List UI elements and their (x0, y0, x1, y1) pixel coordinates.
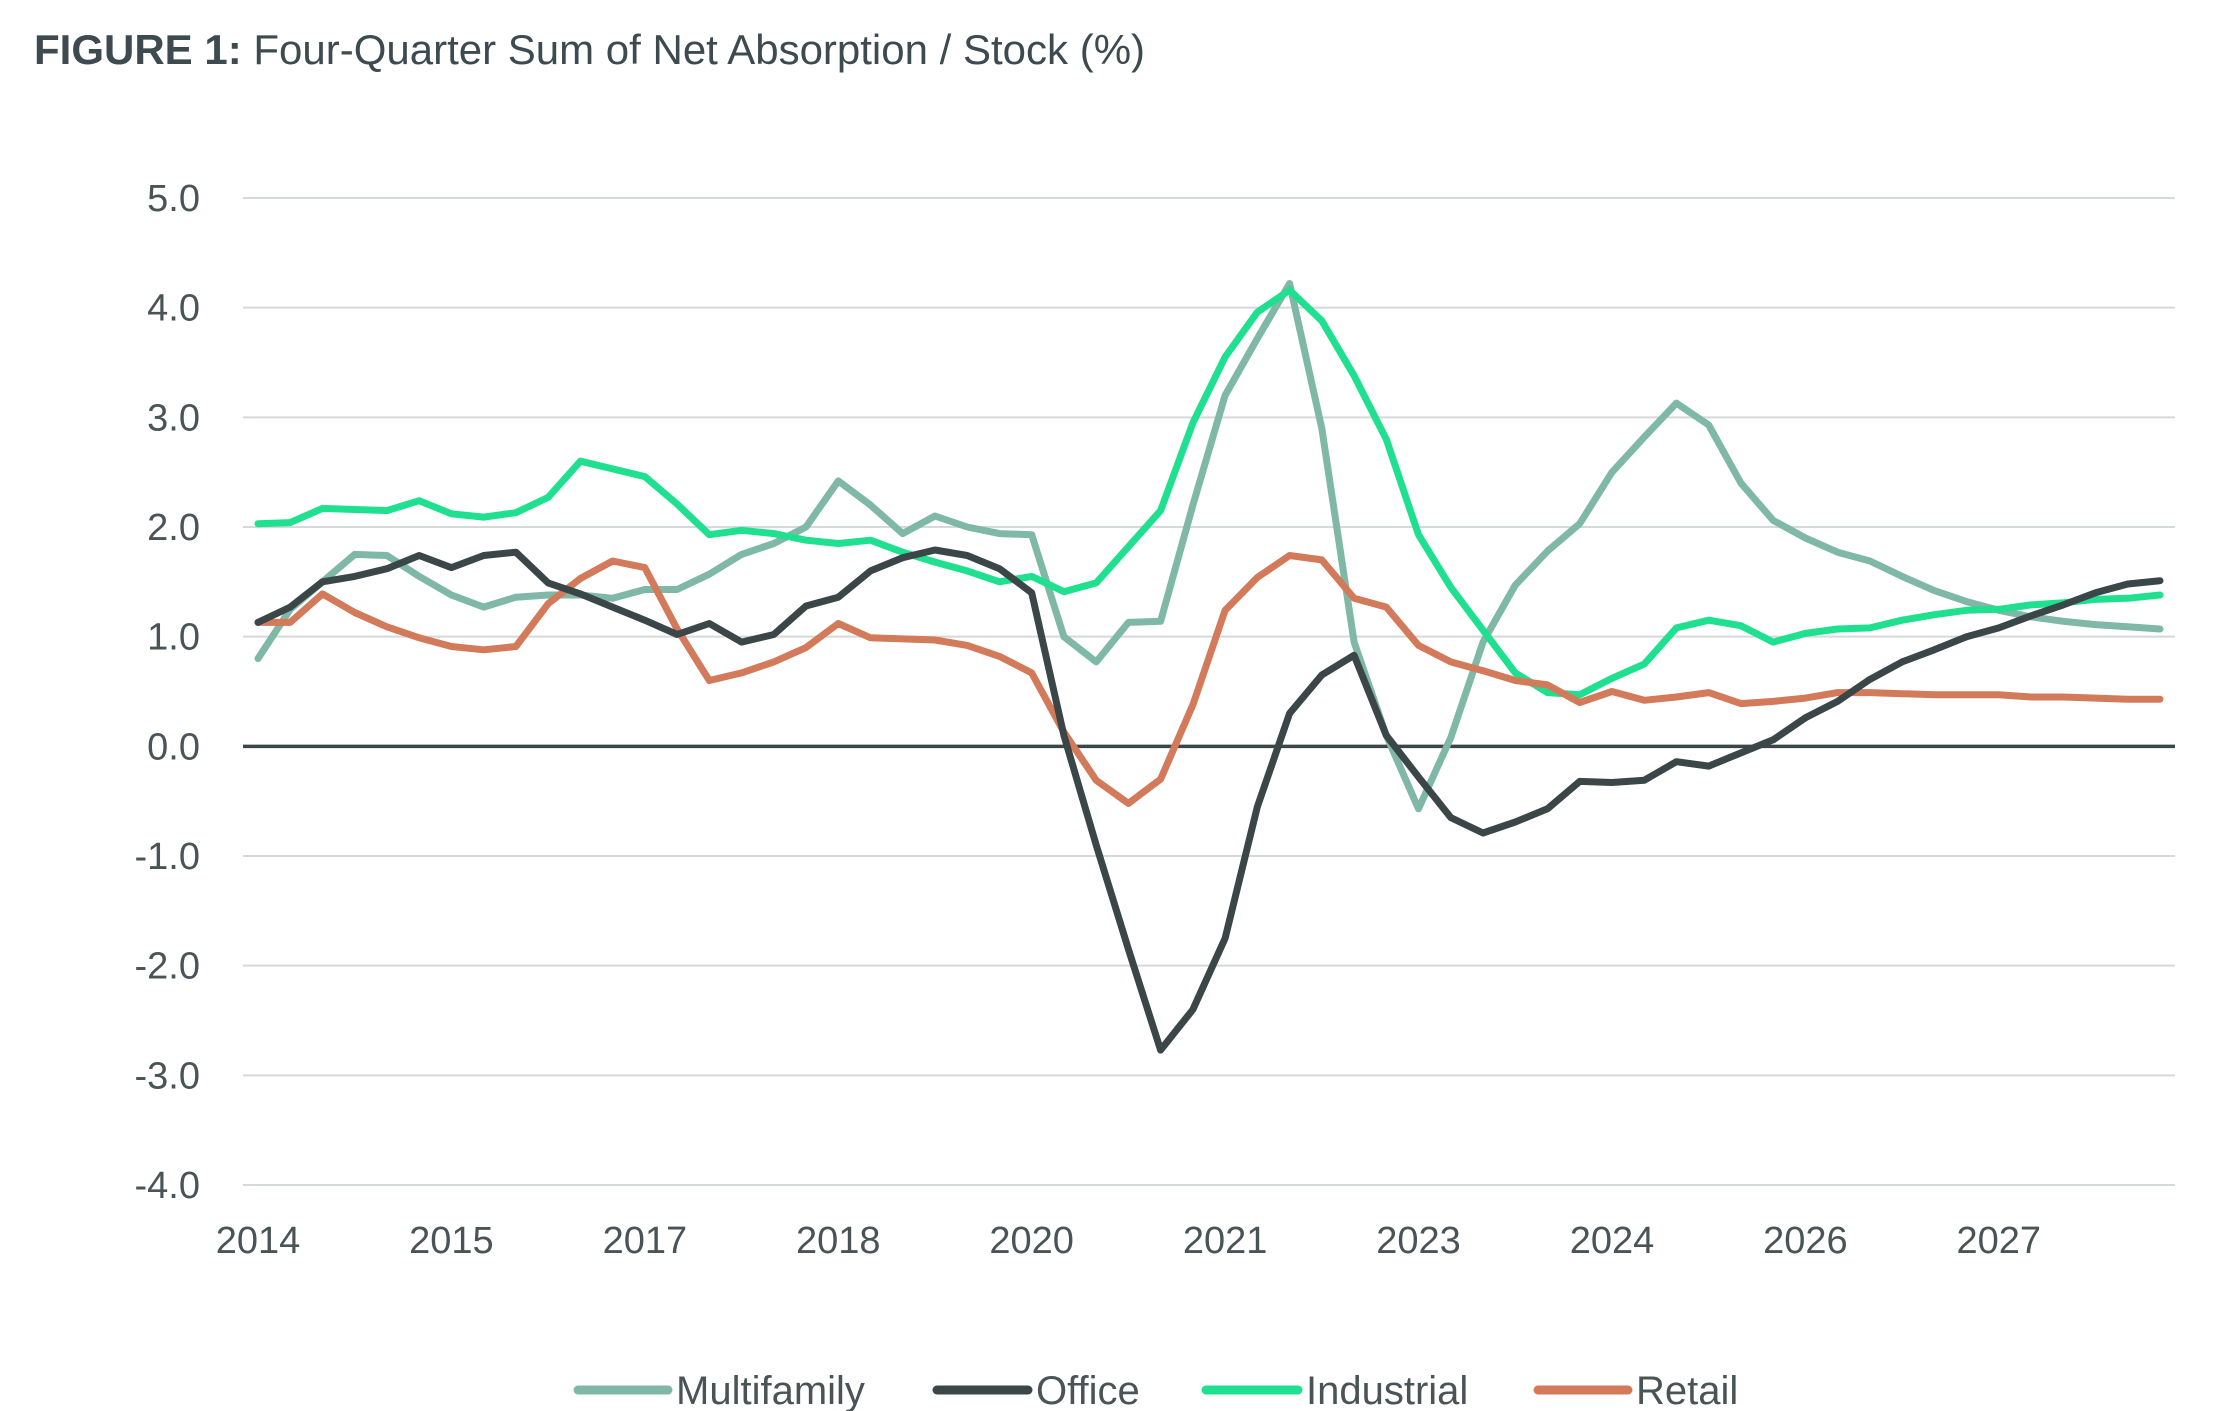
x-tick-label: 2023 (1376, 1220, 1461, 1262)
x-tick-label: 2015 (409, 1220, 494, 1262)
x-tick-label: 2024 (1570, 1220, 1655, 1262)
x-tick-label: 2021 (1183, 1220, 1268, 1262)
series-line-industrial (254, 286, 2164, 699)
y-tick-label: -4.0 (135, 1165, 200, 1207)
y-tick-label: 5.0 (147, 178, 200, 220)
x-tick-label: 2026 (1763, 1220, 1848, 1262)
y-tick-label: 4.0 (147, 288, 200, 330)
y-axis-ticks: 5.0 4.0 3.0 2.0 1.0 0.0 -1.0 -2.0 -3.0 -4.0 (135, 178, 200, 1207)
legend-label-industrial: Industrial (1306, 1369, 1468, 1411)
legend-label-multifamily: Multifamily (676, 1369, 865, 1411)
series-line-multifamily (254, 280, 2164, 813)
x-tick-label: 2017 (603, 1220, 688, 1262)
y-tick-label: -3.0 (135, 1055, 200, 1097)
y-tick-label: -1.0 (135, 836, 200, 878)
x-tick-label: 2014 (216, 1220, 301, 1262)
y-tick-label: 2.0 (147, 507, 200, 549)
y-tick-label: 3.0 (147, 397, 200, 439)
x-axis-ticks: 2014 2015 2017 2018 2020 2021 2023 2024 2026 2027 (216, 1220, 2041, 1262)
y-tick-label: 1.0 (147, 617, 200, 659)
series-line-retail (254, 552, 2164, 807)
series-lines (254, 280, 2164, 1054)
x-tick-label: 2020 (989, 1220, 1074, 1262)
figure-title-text: Four-Quarter Sum of Net Absorption / Sto… (253, 26, 1146, 73)
legend-label-retail: Retail (1636, 1369, 1738, 1411)
legend-label-office: Office (1036, 1369, 1140, 1411)
x-tick-label: 2027 (1957, 1220, 2042, 1262)
series-line-office (254, 546, 2164, 1054)
x-tick-label: 2018 (796, 1220, 881, 1262)
figure-label: FIGURE 1: (34, 26, 242, 73)
y-tick-label: 0.0 (147, 726, 200, 768)
legend: Multifamily Office Industrial Retail (573, 1369, 1738, 1411)
y-tick-label: -2.0 (135, 946, 200, 988)
chart-title: FIGURE 1: Four-Quarter Sum of Net Absorp… (34, 24, 1145, 76)
